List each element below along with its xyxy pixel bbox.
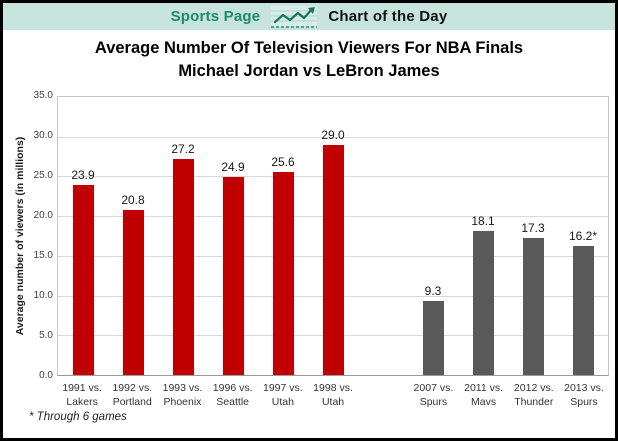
bar: 24.9 [221, 160, 245, 375]
bar-value-label: 9.3 [424, 284, 442, 299]
bar: 9.3 [422, 284, 444, 375]
x-label-year: 2011 vs. [464, 382, 504, 394]
x-label-team: Seattle [216, 396, 249, 408]
x-label-year: 1997 vs. [262, 382, 303, 394]
bar-value-label: 24.9 [221, 160, 245, 175]
x-label-year: 1996 vs. [212, 382, 253, 394]
y-axis-tick-label: 35.0 [33, 90, 53, 101]
bar: 18.1 [471, 214, 495, 375]
bar: 27.2 [171, 142, 195, 375]
x-axis-category-label: 1997 vs. Utah [258, 381, 308, 409]
chart-title: Average Number Of Television Viewers For… [94, 39, 524, 57]
x-axis-category-label: 1998 vs. Utah [308, 381, 358, 409]
header-band: Sports Page Chart of the Day [3, 3, 615, 30]
x-axis-labels: 1991 vs. Lakers 1992 vs. Portland 1993 vs. Ph… [57, 381, 609, 409]
x-axis-category-label: 2007 vs. Spurs [408, 381, 458, 409]
chart-subtitle: Michael Jordan vs LeBron James [178, 62, 440, 80]
bar-slot: 9.3 [408, 97, 458, 375]
bar: 16.2* [569, 229, 597, 375]
bar: 29.0 [321, 128, 345, 375]
brand-label: Sports Page [170, 8, 261, 25]
gap-slot [358, 97, 408, 375]
x-label-year: 1998 vs. [313, 382, 353, 394]
bar: 20.8 [121, 193, 145, 375]
y-axis-tick-label: 25.0 [33, 170, 53, 181]
bar-value-label: 27.2 [171, 141, 195, 156]
y-axis-tick-label: 5.0 [39, 330, 53, 341]
y-axis-tick-label: 30.0 [33, 130, 53, 141]
x-label-team: Phoenix [163, 396, 202, 408]
bar-value-label: 16.2* [568, 229, 598, 244]
line-chart-icon [271, 5, 318, 28]
y-axis-tick-label: 15.0 [33, 250, 53, 261]
bar-slot: 24.9 [208, 97, 258, 375]
bar: 23.9 [71, 168, 95, 375]
bar: 17.3 [521, 221, 545, 375]
plot-area: 23.9 20.8 27.2 24.9 25.6 29.0 9.3 18.1 17.3 16.2* [57, 96, 609, 376]
x-axis-category-label: 1996 vs. Seattle [208, 381, 258, 409]
bar-slot: 29.0 [308, 97, 358, 375]
x-label-team: Spurs [419, 396, 448, 408]
x-label-year: 2012 vs. [513, 382, 554, 394]
bar-slot: 18.1 [458, 97, 508, 375]
bar-value-label: 25.6 [271, 154, 295, 169]
bar-slot: 17.3 [508, 97, 558, 375]
x-label-team: Mavs [471, 396, 497, 408]
bar-slot: 27.2 [158, 97, 208, 375]
x-axis-category-label: 1992 vs. Portland [107, 381, 157, 409]
bar-value-label: 29.0 [321, 127, 345, 142]
bar-value-label: 20.8 [121, 192, 145, 207]
x-axis-category-label: 1993 vs. Phoenix [157, 381, 207, 409]
header-title: Chart of the Day [328, 8, 448, 25]
gridline [58, 136, 608, 138]
y-axis-tick-label: 20.0 [33, 210, 53, 221]
x-label-team: Thunder [514, 396, 554, 408]
bar-slot: 20.8 [108, 97, 158, 375]
bar-slot: 25.6 [258, 97, 308, 375]
x-axis-category-label: 2011 vs. Mavs [459, 381, 509, 409]
bar-value-label: 17.3 [521, 220, 545, 235]
bar-value-label: 18.1 [471, 214, 495, 229]
bar: 25.6 [271, 155, 295, 375]
y-axis-tick-label: 10.0 [33, 290, 53, 301]
gap-slot-label [358, 381, 408, 409]
x-label-team: Utah [271, 396, 294, 408]
x-label-year: 1993 vs. [162, 382, 203, 394]
x-label-team: Spurs [570, 396, 598, 408]
footnote: * Through 6 games [29, 411, 127, 423]
y-axis-tick-label: 0.0 [39, 370, 53, 381]
x-label-team: Portland [112, 396, 152, 408]
x-axis-category-label: 2012 vs. Thunder [509, 381, 559, 409]
x-label-year: 1992 vs. [112, 382, 153, 394]
x-label-team: Lakers [66, 396, 98, 408]
x-label-year: 2007 vs. [413, 382, 454, 394]
x-label-team: Utah [321, 396, 345, 408]
bar-value-label: 23.9 [71, 168, 95, 183]
x-axis-category-label: 1991 vs. Lakers [57, 381, 107, 409]
y-axis-label: Average number of viewers (in millions) [14, 136, 26, 336]
bar-slot: 23.9 [58, 97, 108, 375]
x-label-year: 1991 vs. [62, 382, 102, 394]
x-label-year: 2013 vs. [564, 382, 604, 394]
bar-slot: 16.2* [558, 97, 608, 375]
x-axis-category-label: 2013 vs. Spurs [559, 381, 609, 409]
